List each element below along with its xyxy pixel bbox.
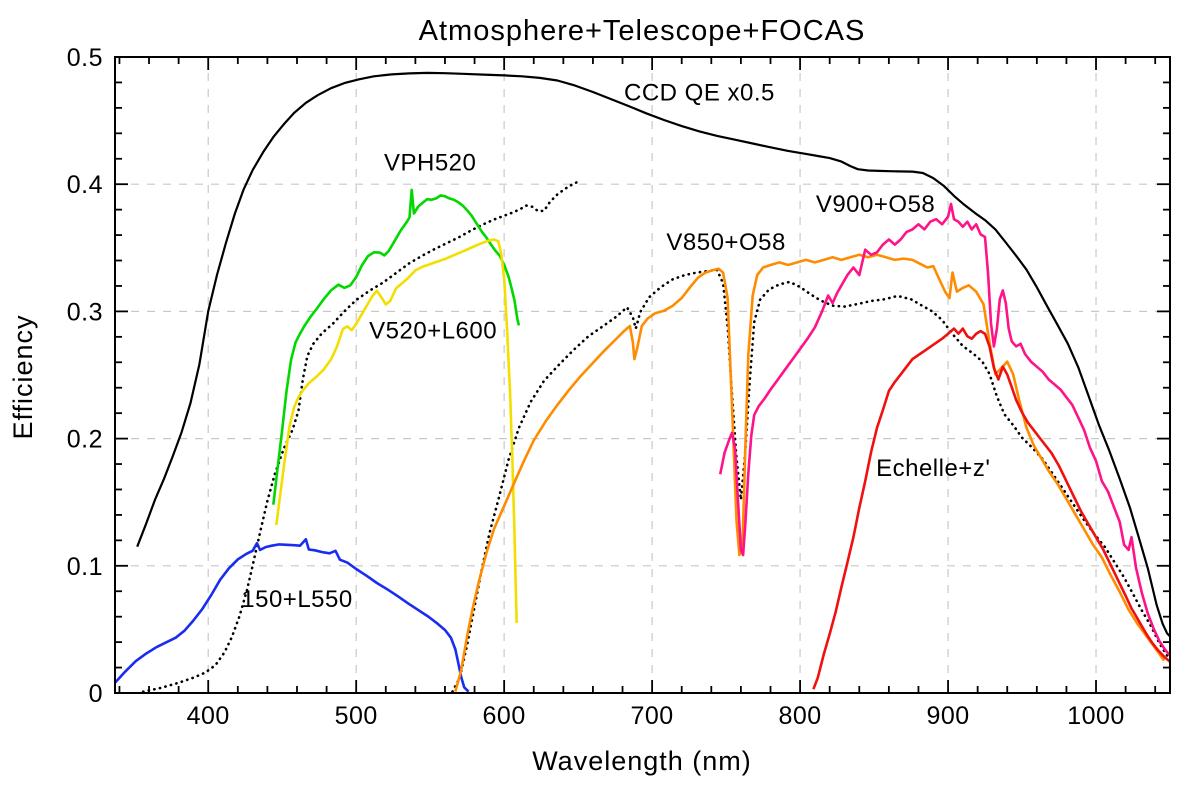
x-tick-label-900: 900 <box>926 702 969 730</box>
label-v520-l600: V520+L600 <box>369 317 497 344</box>
grid-layer <box>115 57 1170 693</box>
x-tick-label-600: 600 <box>483 702 526 730</box>
series-150-l550 <box>114 537 470 693</box>
y-axis-title: Efficiency <box>8 314 38 439</box>
label-echelle-z: Echelle+z' <box>876 455 990 482</box>
x-tick-label-500: 500 <box>335 702 378 730</box>
series-v900-o58 <box>718 202 1171 657</box>
series-layer <box>114 71 1171 694</box>
series-echelle-z <box>812 327 1171 690</box>
x-tick-label-800: 800 <box>778 702 821 730</box>
axis-layer: 400 500 600 700 800 900 1000 0 0.1 0.2 0.3 0.4 0.5 <box>67 44 1171 730</box>
y-tick-label-0.4: 0.4 <box>67 171 103 199</box>
plot-frame <box>114 56 1171 694</box>
label-ccd-qe: CCD QE x0.5 <box>624 80 775 107</box>
y-tick-label-0.5: 0.5 <box>67 44 103 72</box>
label-v900-o58: V900+O58 <box>816 191 935 218</box>
curve-label-layer: CCD QE x0.5 VPH520 V520+L600 150+L550 V850+O… <box>241 80 990 613</box>
series-v520-l600 <box>275 238 518 624</box>
label-150-l550: 150+L550 <box>241 586 352 613</box>
x-tick-label-1000: 1000 <box>1067 702 1125 730</box>
y-tick-label-0.3: 0.3 <box>67 298 103 326</box>
y-tick-label-0.2: 0.2 <box>67 426 103 454</box>
series-vph520 <box>272 188 521 505</box>
label-v850-o58: V850+O58 <box>666 229 785 256</box>
y-tick-label-0: 0 <box>89 680 103 708</box>
series-v850-o58 <box>454 253 1166 693</box>
series-ccd-qe <box>136 71 1171 638</box>
x-tick-label-400: 400 <box>187 702 230 730</box>
chart-title: Atmosphere+Telescope+FOCAS <box>419 15 866 47</box>
x-axis-title: Wavelength (nm) <box>532 746 752 776</box>
y-tick-label-0.1: 0.1 <box>67 553 103 581</box>
series-dotted-b <box>451 268 1169 694</box>
series-dotted-a <box>141 180 580 694</box>
label-vph520: VPH520 <box>384 150 476 177</box>
x-tick-label-700: 700 <box>631 702 674 730</box>
